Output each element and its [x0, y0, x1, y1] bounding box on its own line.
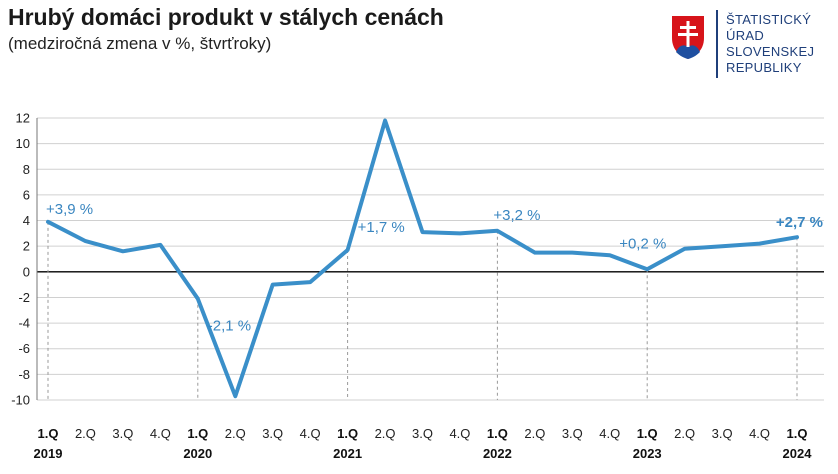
logo-line-4: REPUBLIKY: [726, 60, 802, 75]
x-year-label: 2023: [633, 446, 662, 461]
y-tick-label: 8: [23, 162, 30, 177]
data-label: -2,1 %: [208, 318, 251, 335]
y-tick-label: 4: [23, 213, 30, 228]
chart-subtitle: (medziročná zmena v %, štvrťroky): [8, 34, 272, 53]
x-year-label: 2020: [183, 446, 212, 461]
x-year-label: 2021: [333, 446, 362, 461]
x-tick-label: 3.Q: [562, 426, 583, 441]
data-label: +1,7 %: [358, 219, 405, 236]
data-label: +0,2 %: [619, 235, 666, 252]
data-label: +2,7 %: [776, 214, 823, 231]
x-year-label: 2019: [34, 446, 63, 461]
y-tick-label: -6: [18, 341, 30, 356]
chart-title: Hrubý domáci produkt v stálych cenách: [8, 4, 444, 30]
y-tick-label: 2: [23, 239, 30, 254]
x-tick-label: 4.Q: [749, 426, 770, 441]
y-tick-label: -2: [18, 290, 30, 305]
x-tick-label: 1.Q: [38, 426, 59, 441]
x-tick-label: 4.Q: [300, 426, 321, 441]
x-tick-label: 3.Q: [412, 426, 433, 441]
y-tick-label: 0: [23, 264, 30, 279]
statistical-office-logo: ŠTATISTICKÝ ÚRAD SLOVENSKEJ REPUBLIKY: [670, 10, 830, 80]
logo-line-3: SLOVENSKEJ: [726, 44, 815, 59]
x-tick-label: 1.Q: [337, 426, 358, 441]
x-tick-label: 1.Q: [787, 426, 808, 441]
x-tick-label: 2.Q: [375, 426, 396, 441]
y-tick-label: -8: [18, 367, 30, 382]
x-tick-label: 4.Q: [150, 426, 171, 441]
x-year-label: 2022: [483, 446, 512, 461]
logo-divider: [716, 10, 718, 78]
x-tick-label: 1.Q: [487, 426, 508, 441]
x-tick-label: 4.Q: [449, 426, 470, 441]
y-tick-label: -4: [18, 316, 30, 331]
logo-line-2: ÚRAD: [726, 28, 765, 43]
x-tick-label: 3.Q: [112, 426, 133, 441]
x-tick-label: 3.Q: [712, 426, 733, 441]
y-tick-label: 10: [16, 136, 30, 151]
logo-line-1: ŠTATISTICKÝ: [726, 12, 812, 27]
y-tick-label: 12: [16, 111, 30, 126]
x-tick-label: 4.Q: [599, 426, 620, 441]
x-tick-label: 3.Q: [262, 426, 283, 441]
y-tick-label: -10: [11, 393, 30, 408]
y-tick-label: 6: [23, 187, 30, 202]
x-tick-label: 2.Q: [75, 426, 96, 441]
logo-text: ŠTATISTICKÝ ÚRAD SLOVENSKEJ REPUBLIKY: [726, 12, 814, 76]
x-tick-label: 1.Q: [637, 426, 658, 441]
x-year-label: 2024: [783, 446, 813, 461]
gdp-series-line: [46, 118, 799, 399]
data-label: +3,9 %: [46, 201, 93, 218]
x-tick-label: 2.Q: [674, 426, 695, 441]
x-tick-label: 2.Q: [524, 426, 545, 441]
slovak-coat-of-arms-icon: [672, 16, 704, 59]
data-label: +3,2 %: [493, 207, 540, 224]
x-tick-label: 1.Q: [187, 426, 208, 441]
x-tick-label: 2.Q: [225, 426, 246, 441]
